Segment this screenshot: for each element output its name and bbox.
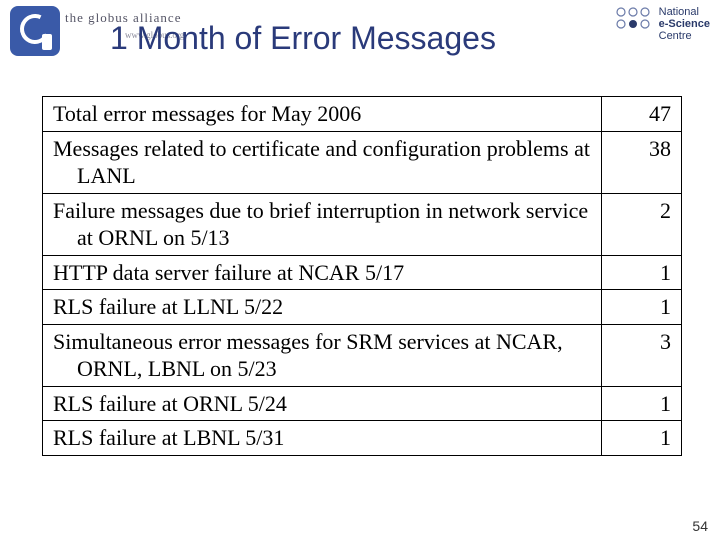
table-row: Failure messages due to brief interrupti… bbox=[43, 193, 682, 255]
row-val: 1 bbox=[602, 290, 682, 325]
row-val: 3 bbox=[602, 324, 682, 386]
row-val: 47 bbox=[602, 97, 682, 132]
slide-title: 1 Month of Error Messages bbox=[110, 20, 496, 57]
table-row: Messages related to certificate and conf… bbox=[43, 131, 682, 193]
nesc-dots-icon bbox=[615, 6, 651, 30]
nesc-text: National e-Science Centre bbox=[659, 6, 710, 42]
row-desc: Simultaneous error messages for SRM serv… bbox=[43, 324, 602, 386]
row-desc-text: Simultaneous error messages for SRM serv… bbox=[53, 328, 593, 383]
row-desc: HTTP data server failure at NCAR 5/17 bbox=[43, 255, 602, 290]
table-row: RLS failure at LLNL 5/22 1 bbox=[43, 290, 682, 325]
error-table: Total error messages for May 2006 47 Mes… bbox=[42, 96, 682, 456]
table-row: HTTP data server failure at NCAR 5/17 1 bbox=[43, 255, 682, 290]
row-desc: Failure messages due to brief interrupti… bbox=[43, 193, 602, 255]
row-val: 1 bbox=[602, 386, 682, 421]
nesc-line1: National bbox=[659, 6, 710, 18]
nesc-line2: e-Science bbox=[659, 18, 710, 30]
row-val: 1 bbox=[602, 255, 682, 290]
slide-number: 54 bbox=[692, 518, 708, 534]
row-val: 2 bbox=[602, 193, 682, 255]
table-row: RLS failure at LBNL 5/31 1 bbox=[43, 421, 682, 456]
slide-header: the globus alliance www.globus.org Natio… bbox=[0, 0, 720, 75]
globus-g-icon bbox=[10, 6, 60, 56]
row-desc: Messages related to certificate and conf… bbox=[43, 131, 602, 193]
nesc-logo: National e-Science Centre bbox=[615, 6, 710, 44]
row-desc-text: Messages related to certificate and conf… bbox=[53, 135, 593, 190]
row-val: 38 bbox=[602, 131, 682, 193]
row-desc-text: Failure messages due to brief interrupti… bbox=[53, 197, 593, 252]
row-desc: RLS failure at ORNL 5/24 bbox=[43, 386, 602, 421]
row-desc: RLS failure at LLNL 5/22 bbox=[43, 290, 602, 325]
table-row: RLS failure at ORNL 5/24 1 bbox=[43, 386, 682, 421]
table-row: Total error messages for May 2006 47 bbox=[43, 97, 682, 132]
row-desc: Total error messages for May 2006 bbox=[43, 97, 602, 132]
nesc-line3: Centre bbox=[659, 30, 710, 42]
row-val: 1 bbox=[602, 421, 682, 456]
row-desc: RLS failure at LBNL 5/31 bbox=[43, 421, 602, 456]
error-table-container: Total error messages for May 2006 47 Mes… bbox=[42, 96, 682, 456]
table-row: Simultaneous error messages for SRM serv… bbox=[43, 324, 682, 386]
